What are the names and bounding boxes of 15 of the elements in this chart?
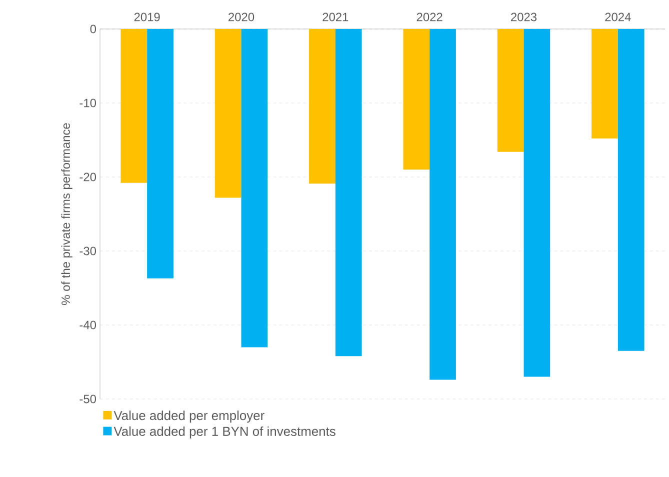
- x-tick-label: 2019: [134, 12, 160, 22]
- y-axis-title: % of the private firms performance: [61, 123, 72, 305]
- y-tick-label: -10: [80, 98, 96, 108]
- x-tick-label: 2023: [511, 12, 537, 22]
- legend-label: Value added per 1 BYN of investments: [114, 426, 336, 439]
- x-tick-label: 2021: [322, 12, 348, 22]
- x-tick-label: 2024: [605, 12, 631, 22]
- y-tick-label: -40: [80, 320, 96, 330]
- y-tick-label: -30: [80, 246, 96, 256]
- y-tick-label: -50: [80, 394, 96, 404]
- x-tick-label: 2022: [416, 12, 442, 22]
- x-tick-label: 2020: [228, 12, 254, 22]
- y-tick-label: 0: [90, 24, 96, 34]
- y-tick-label: -20: [80, 172, 96, 182]
- legend-label: Value added per employer: [114, 410, 264, 423]
